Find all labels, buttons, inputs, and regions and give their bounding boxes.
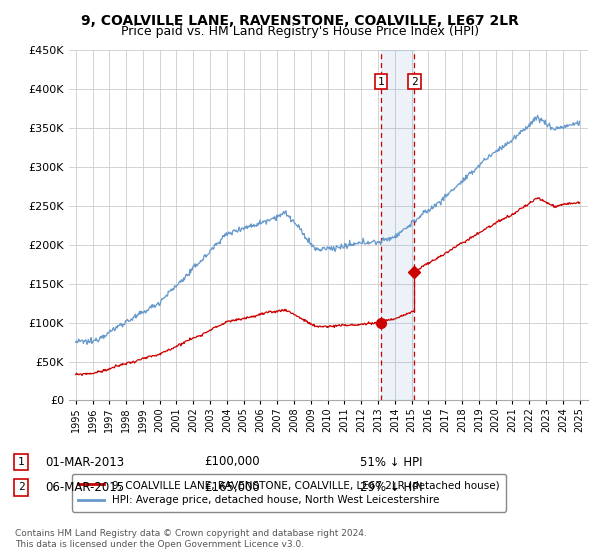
Text: 1: 1 (377, 77, 384, 86)
Text: 01-MAR-2013: 01-MAR-2013 (45, 455, 124, 469)
Text: Price paid vs. HM Land Registry's House Price Index (HPI): Price paid vs. HM Land Registry's House … (121, 25, 479, 38)
Text: 29% ↓ HPI: 29% ↓ HPI (360, 480, 422, 494)
Text: 06-MAR-2015: 06-MAR-2015 (45, 480, 124, 494)
Legend: 9, COALVILLE LANE, RAVENSTONE, COALVILLE, LE67 2LR (detached house), HPI: Averag: 9, COALVILLE LANE, RAVENSTONE, COALVILLE… (71, 474, 506, 512)
Bar (381, 50, 415, 400)
Text: 1: 1 (17, 457, 25, 467)
Text: £100,000: £100,000 (204, 455, 260, 469)
Text: 9, COALVILLE LANE, RAVENSTONE, COALVILLE, LE67 2LR: 9, COALVILLE LANE, RAVENSTONE, COALVILLE… (81, 14, 519, 28)
Text: £165,000: £165,000 (204, 480, 260, 494)
Text: 2: 2 (17, 482, 25, 492)
Text: 51% ↓ HPI: 51% ↓ HPI (360, 455, 422, 469)
Text: 2: 2 (411, 77, 418, 86)
Text: Contains HM Land Registry data © Crown copyright and database right 2024.
This d: Contains HM Land Registry data © Crown c… (15, 529, 367, 549)
